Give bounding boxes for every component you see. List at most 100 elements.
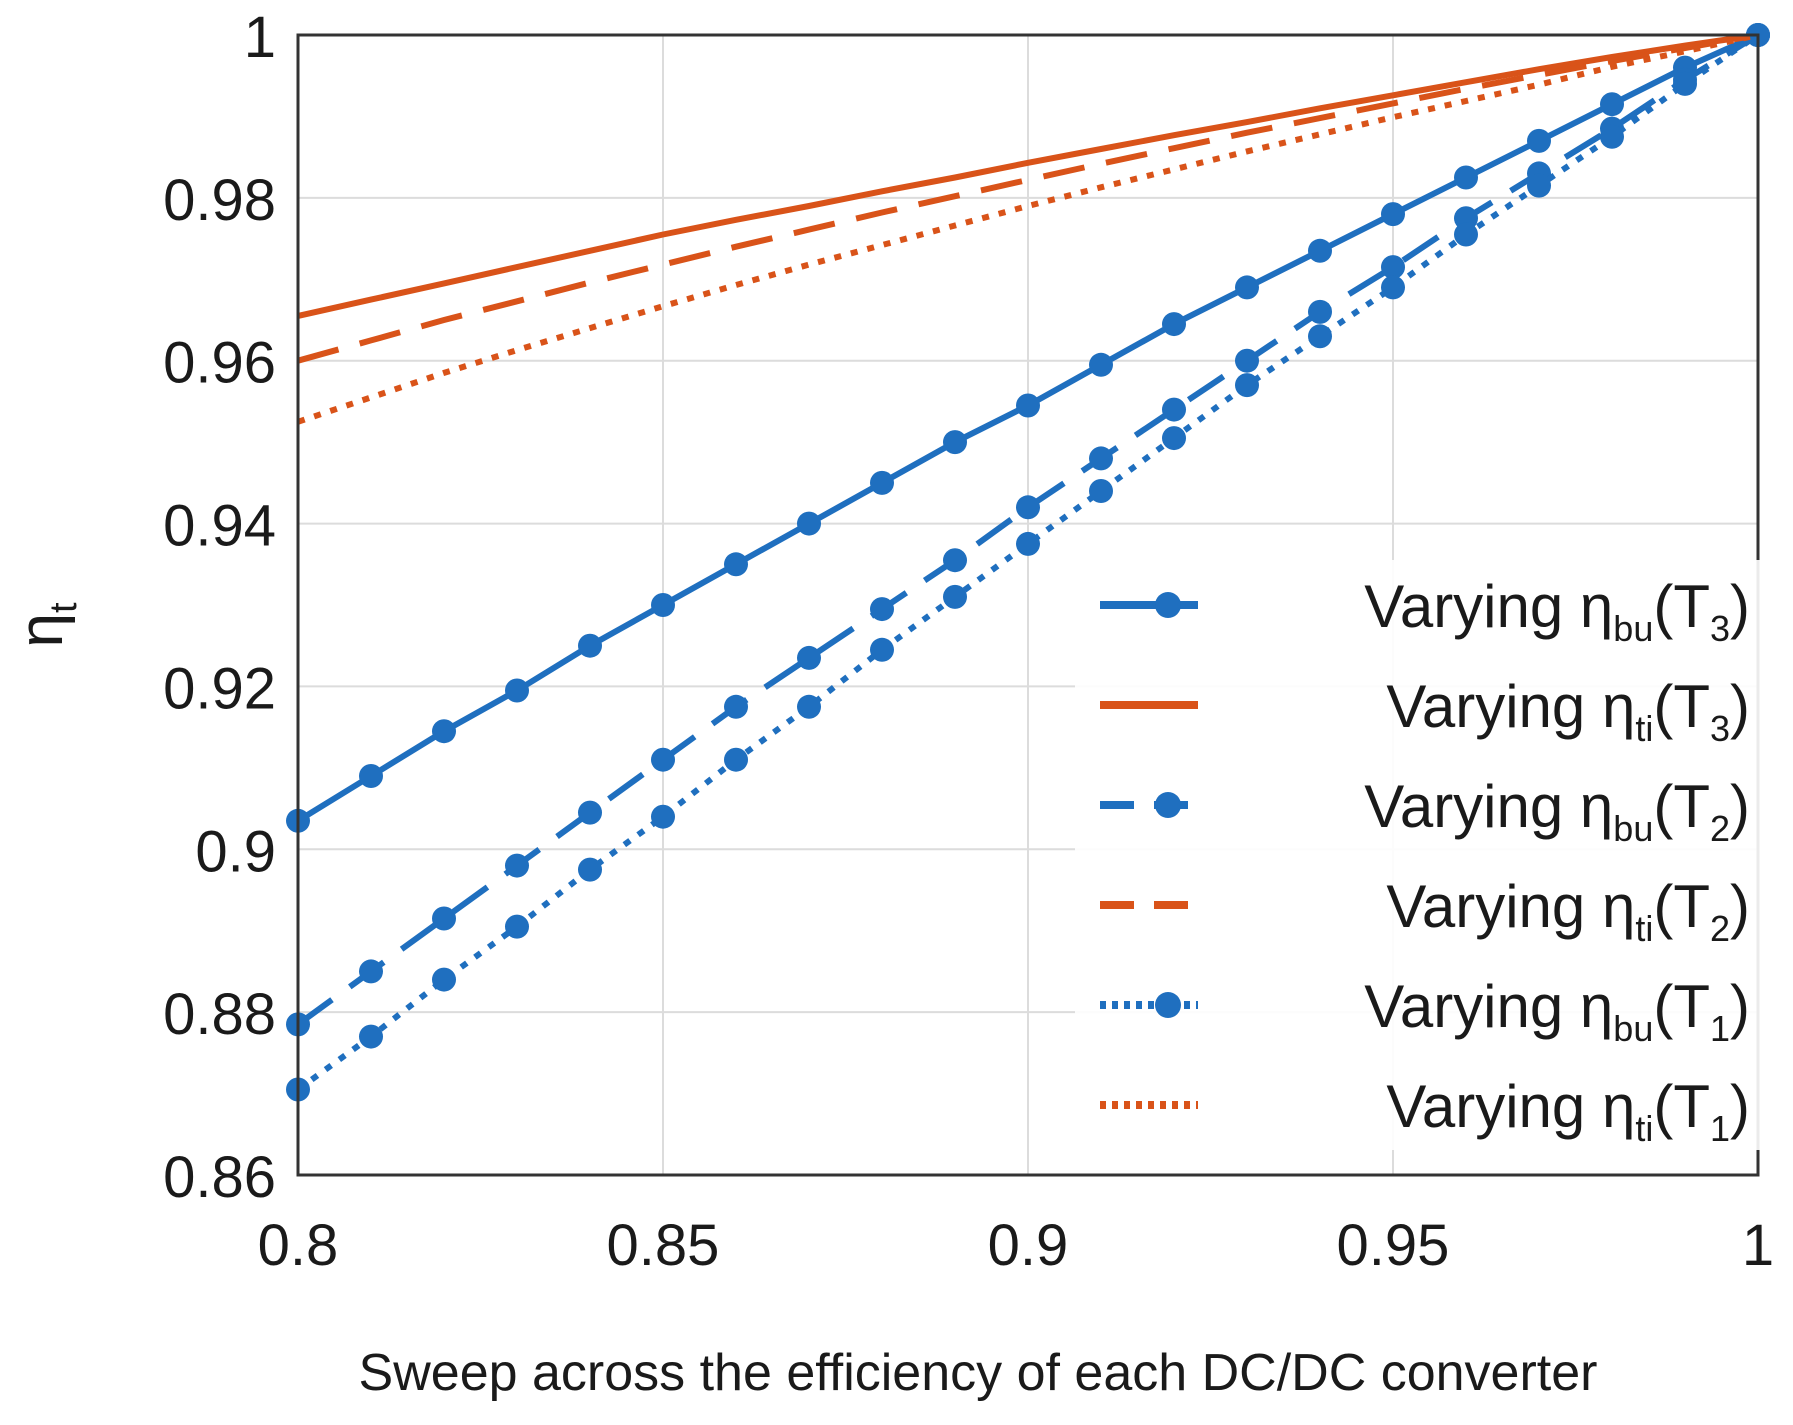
legend-entry-1: Varying ηbu(T3)	[1100, 573, 1750, 649]
data-point	[870, 637, 894, 662]
data-point	[578, 800, 602, 825]
legend-entry-3: Varying ηbu(T2)	[1100, 773, 1750, 849]
data-point	[1089, 446, 1113, 471]
series-line	[296, 32, 1760, 1027]
x-tick-label: 0.8	[258, 1213, 339, 1278]
y-tick-label: 0.94	[163, 494, 276, 559]
legend-label: Varying ηti(T1)	[1386, 1073, 1750, 1149]
data-point	[1089, 352, 1113, 377]
legend-label-part: (T	[1653, 773, 1710, 840]
data-point	[432, 967, 456, 992]
data-point	[651, 593, 675, 617]
data-point	[1016, 531, 1040, 556]
series-line	[297, 32, 1759, 364]
legend-entry-4: Varying ηti(T2)	[1100, 873, 1750, 949]
legend-label-part: Varying η	[1364, 773, 1613, 840]
legend-label-part: )	[1730, 773, 1750, 840]
y-tick-label: 1	[244, 5, 276, 70]
legend-label: Varying ηti(T3)	[1386, 673, 1750, 749]
data-point	[797, 511, 821, 536]
legend-label-part: (T	[1653, 673, 1710, 740]
legend-label-part: (T	[1653, 1073, 1710, 1140]
legend-label-part: Varying η	[1386, 1073, 1635, 1140]
data-point	[1235, 373, 1259, 398]
y-tick-label: 0.92	[163, 656, 276, 721]
data-point	[870, 597, 894, 622]
data-point	[432, 906, 456, 931]
y-tick-label: 0.9	[195, 819, 276, 884]
data-point	[1016, 495, 1040, 520]
x-tick-label: 1	[1742, 1213, 1774, 1278]
y-axis-label: ηt	[7, 602, 85, 647]
data-point	[1235, 275, 1259, 300]
legend-label-part: ti	[1635, 1108, 1653, 1149]
data-point	[1600, 92, 1624, 117]
data-point	[505, 853, 529, 878]
y-axis-label-subscript: t	[43, 602, 85, 613]
legend-label-part: )	[1730, 573, 1750, 640]
legend-label-part: Varying η	[1386, 673, 1635, 740]
series-2	[297, 32, 1759, 319]
data-point	[1381, 202, 1405, 227]
data-point	[724, 747, 748, 772]
data-point	[505, 678, 529, 703]
data-point	[1454, 222, 1478, 247]
legend-label-part: )	[1730, 1073, 1750, 1140]
data-point	[943, 584, 967, 609]
data-point	[724, 694, 748, 719]
legend-label: Varying ηbu(T1)	[1364, 973, 1750, 1049]
x-axis-label: Sweep across the efficiency of each DC/D…	[359, 1344, 1598, 1402]
legend-label-part: )	[1730, 973, 1750, 1040]
legend-label-part: (T	[1653, 873, 1710, 940]
legend-label-part: 1	[1710, 1108, 1730, 1149]
legend-label-part: 2	[1710, 808, 1730, 849]
data-point	[724, 552, 748, 577]
series-6	[297, 32, 1759, 425]
data-point	[359, 764, 383, 788]
x-tick-label: 0.95	[1337, 1213, 1450, 1278]
data-point	[1454, 165, 1478, 190]
data-point	[1016, 393, 1040, 418]
legend-label-part: Varying η	[1386, 873, 1635, 940]
legend-label-part: bu	[1613, 608, 1653, 649]
data-point	[1308, 238, 1332, 263]
series-line	[297, 32, 1759, 319]
x-tick-label: 0.85	[607, 1213, 720, 1278]
legend-label-part: Varying η	[1364, 573, 1613, 640]
data-point	[1308, 299, 1332, 324]
data-point	[578, 857, 602, 882]
data-point	[359, 1024, 383, 1049]
data-point	[1673, 71, 1697, 96]
data-point	[359, 959, 383, 984]
y-tick-label: 0.86	[163, 1145, 276, 1210]
data-point	[1162, 312, 1186, 337]
legend-label-part: ti	[1635, 908, 1653, 949]
legend-entry-6: Varying ηti(T1)	[1100, 1073, 1750, 1149]
legend: Varying ηbu(T3)Varying ηti(T3)Varying ηb…	[1075, 560, 1765, 1150]
legend-label-part: ti	[1635, 708, 1653, 749]
y-axis-label-main: η	[7, 613, 76, 647]
legend-label-part: 1	[1710, 1008, 1730, 1049]
data-point	[797, 694, 821, 719]
series-4	[297, 32, 1759, 364]
legend-swatch-marker	[1155, 592, 1181, 618]
data-point	[1527, 173, 1551, 198]
legend-label-part: 2	[1710, 908, 1730, 949]
legend-label-part: (T	[1653, 973, 1710, 1040]
legend-label: Varying ηti(T2)	[1386, 873, 1750, 949]
data-point	[1162, 397, 1186, 422]
legend-label: Varying ηbu(T3)	[1364, 573, 1750, 649]
data-point	[578, 633, 602, 658]
legend-label-part: (T	[1653, 573, 1710, 640]
legend-label-part: bu	[1613, 808, 1653, 849]
legend-entry-5: Varying ηbu(T1)	[1100, 973, 1750, 1049]
data-point	[943, 548, 967, 573]
data-point	[1600, 124, 1624, 149]
legend-entry-2: Varying ηti(T3)	[1100, 673, 1750, 749]
legend-label: Varying ηbu(T2)	[1364, 773, 1750, 849]
legend-swatch-marker	[1155, 992, 1181, 1018]
legend-label-part: 3	[1710, 608, 1730, 649]
legend-label-part: )	[1730, 673, 1750, 740]
data-point	[1235, 348, 1259, 373]
x-tick-label: 0.9	[988, 1213, 1069, 1278]
